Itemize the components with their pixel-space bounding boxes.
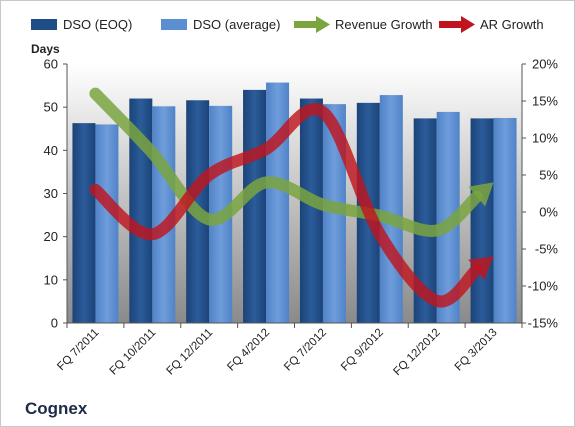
legend-arrowhead-revenue-growth — [316, 16, 330, 33]
y2-tick-label: 15% — [532, 94, 558, 109]
revenue-growth-line — [89, 87, 483, 237]
y-tick-label: 0 — [51, 316, 58, 331]
y2-tick-label: 20% — [532, 57, 558, 72]
bar-dso-average — [266, 82, 290, 323]
ar-growth-arrowhead — [468, 256, 494, 281]
x-tick-label: FQ 3/2013 — [453, 327, 500, 374]
legend-swatch-dso-average — [161, 19, 187, 30]
y2-tick-label: 5% — [539, 168, 558, 183]
legend-label-dso-average: DSO (average) — [193, 17, 280, 32]
company-name: Cognex — [25, 399, 88, 418]
legend-swatch-dso-eoq — [31, 19, 57, 30]
x-tick-label: FQ 9/2012 — [339, 327, 386, 374]
legend-label-ar-growth: AR Growth — [480, 17, 544, 32]
bar-dso-eoq — [299, 98, 323, 324]
bar-dso-average — [493, 117, 517, 323]
bar-dso-average — [379, 95, 403, 323]
legend-label-dso-eoq: DSO (EOQ) — [63, 17, 132, 32]
bar-dso-eoq — [72, 123, 96, 323]
y-tick-label: 50 — [44, 100, 58, 115]
legend-label-revenue-growth: Revenue Growth — [335, 17, 433, 32]
x-tick-label: FQ 4/2012 — [225, 327, 272, 374]
bar-dso-eoq — [470, 118, 494, 323]
bar-dso-average — [95, 124, 119, 323]
y2-tick-label: 0% — [539, 205, 558, 220]
x-tick-label: FQ 7/2011 — [55, 327, 101, 373]
y-tick-label: 20 — [44, 229, 58, 244]
line-series — [89, 87, 494, 308]
bar-dso-average — [322, 104, 346, 324]
y2-tick-label: 10% — [532, 131, 558, 146]
y2-tick-label: -15% — [528, 316, 559, 331]
y-axis-label: Days — [31, 42, 60, 56]
y2-tick-label: -10% — [528, 279, 559, 294]
x-tick-label: FQ 10/2011 — [108, 327, 159, 378]
y-tick-label: 60 — [44, 57, 58, 72]
y-tick-label: 30 — [44, 186, 58, 201]
x-tick-label: FQ 12/2011 — [164, 327, 215, 378]
x-tick-label: FQ 12/2012 — [391, 327, 442, 378]
y-tick-label: 10 — [44, 272, 58, 287]
x-tick-label: FQ 7/2012 — [282, 327, 329, 374]
bar-dso-eoq — [243, 89, 267, 324]
ar-growth-line — [89, 103, 483, 308]
legend-arrowhead-ar-growth — [461, 16, 475, 33]
revenue-growth-arrowhead — [468, 182, 494, 207]
y2-tick-label: -5% — [535, 242, 559, 257]
chart-legend: DSO (EOQ) DSO (average) Revenue Growth AR G… — [31, 16, 544, 33]
bar-dso-eoq — [413, 118, 437, 323]
y-tick-label: 40 — [44, 143, 58, 158]
